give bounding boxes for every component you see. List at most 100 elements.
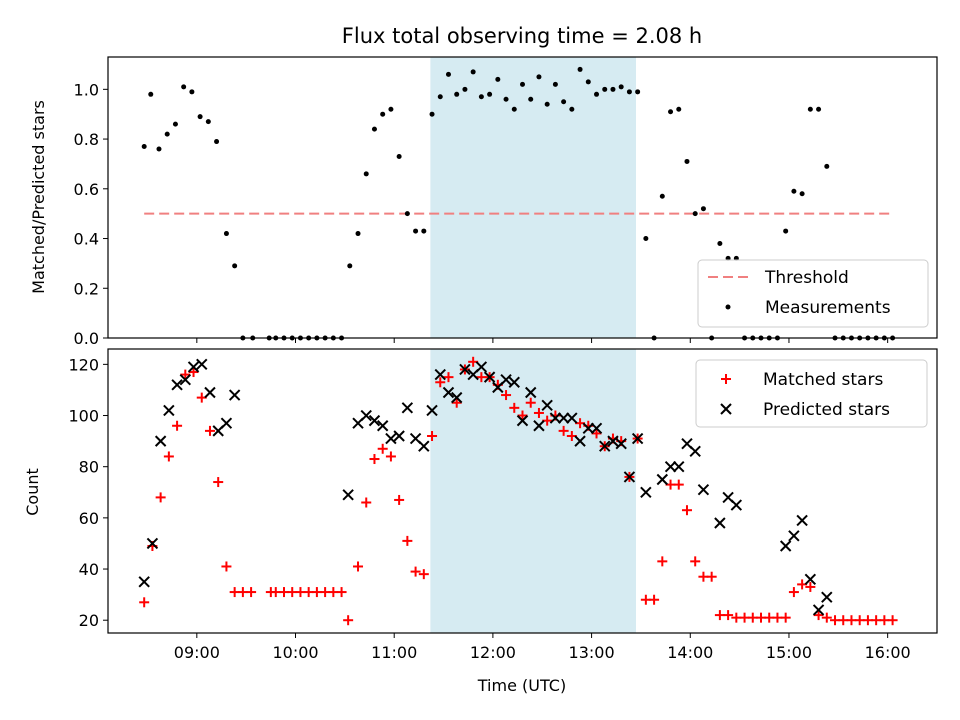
bottom-highlight-span [430,349,636,633]
measurement-point [577,66,583,72]
x-axis-label: Time (UTC) [477,676,566,695]
predicted-point [607,435,619,447]
measurements-legend-swatch [725,304,731,310]
predicted-point [179,373,192,386]
bottom-legend: Matched stars Predicted stars [695,359,928,428]
predicted-point [228,389,241,401]
matched-point [418,569,429,580]
predicted-point [689,445,701,458]
predicted-point [220,417,233,429]
measurement-point [396,153,402,159]
measurement-point [197,114,203,120]
predicted-point [590,422,603,435]
predicted-point [342,489,354,501]
predicted-point [500,373,512,386]
measurement-point [585,79,591,85]
bottom-x-ticks: 09:00 10:00 11:00 12:00 13:00 14:00 15:00 16:00 [174,633,911,662]
predicted-point [714,517,726,529]
matched-point [706,571,717,582]
predicted-point [146,537,159,550]
measurement-point [363,171,369,177]
matched-point [336,587,347,598]
matched-point [435,377,446,388]
matched-point [591,428,602,439]
predicted-point [196,358,208,371]
matched-point [657,556,668,567]
predicted-point [812,604,825,616]
predicted-legend-swatch [720,403,732,415]
measurement-point [717,241,723,247]
bottom-y-ticks: 20 40 60 80 100 120 [68,355,108,630]
x-tick-label: 12:00 [470,643,516,662]
measurement-point [404,211,410,217]
predicted-point [566,412,578,424]
predicted-point [475,361,488,373]
predicted-point [368,414,381,427]
x-tick-label: 13:00 [569,643,615,662]
matched-point [394,494,405,505]
matched-point [172,420,183,431]
matched-point [780,612,791,623]
chart-title: Flux total observing time = 2.08 h [342,24,702,48]
predicted-point [796,514,808,527]
measurement-point [602,86,608,92]
x-tick-label: 15:00 [766,643,812,662]
matched-point [163,451,174,462]
measurement-point [487,91,493,97]
matched-point [649,594,660,605]
matched-point [723,610,734,621]
top-y-tick-label: 0.0 [74,329,99,348]
measurement-point [569,106,575,112]
measurement-point [676,106,682,112]
matched-point [805,581,816,592]
predicted-point [171,379,183,391]
matched-legend-label: Matched stars [763,370,883,390]
matched-point [213,477,224,488]
measurement-point [684,158,690,164]
predicted-legend-label: Predicted stars [763,400,890,420]
predicted-point [138,576,150,588]
matched-point [558,425,569,436]
matched-point [410,566,421,577]
bottom-legend-box [695,359,928,428]
measurement-point [700,206,706,212]
measurement-point [347,263,353,269]
measurement-point [421,228,427,234]
top-y-tick-label: 0.2 [74,279,99,298]
measurement-point [478,94,484,100]
top-y-tick-label: 0.8 [74,130,99,149]
measurement-point [807,106,813,112]
predicted-point [483,371,496,383]
matched-point [887,615,898,626]
predicted-point [426,404,438,417]
top-legend: Threshold Measurements [697,259,929,328]
x-tick-label: 10:00 [272,643,318,662]
threshold-legend-label: Threshold [764,268,849,288]
matched-point [246,587,257,598]
predicted-point [418,440,430,452]
measurement-point [594,91,600,97]
top-x-ticks [196,338,889,343]
top-y-tick-label: 0.6 [74,180,99,199]
matched-legend-marker [721,374,731,384]
x-tick-label: 09:00 [174,643,220,662]
predicted-point [779,540,792,552]
matched-point [821,612,832,623]
matched-point [788,587,799,598]
predicted-point [557,412,570,424]
predicted-point [788,530,800,542]
predicted-point [450,391,463,404]
predicted-point [385,432,397,445]
matched-point [377,443,388,454]
measurement-point [164,131,170,137]
measurement-point [635,89,641,95]
predicted-point [574,435,586,447]
predicted-point [401,402,414,414]
predicted-point [525,386,537,399]
measurement-point [181,84,187,90]
bottom-y-axis-label: Count [23,468,42,516]
predicted-point [459,363,471,376]
measurement-point [503,96,509,102]
predicted-point [804,573,817,585]
